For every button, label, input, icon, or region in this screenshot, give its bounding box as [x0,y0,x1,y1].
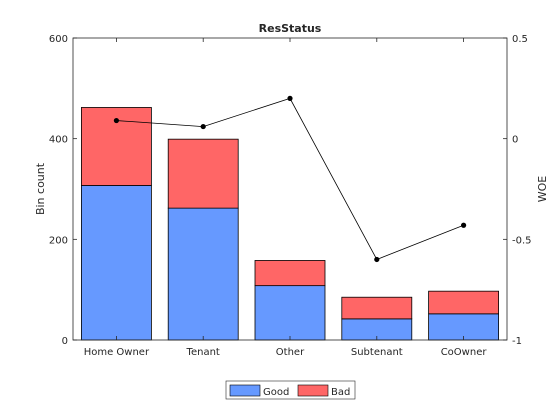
y-tick-label-3: 600 [49,34,68,45]
legend-label-bad: Bad [331,387,350,398]
bar-good-0 [81,185,152,341]
woe-point-4 [461,222,467,228]
y2-tick-label-1: -0.5 [512,235,532,246]
y-tick-label-0: 0 [62,336,68,347]
y2-tick-label-2: 0 [512,135,518,146]
legend-swatch-good [229,384,261,397]
bar-good-2 [254,285,326,341]
bar-good-4 [428,313,500,341]
x-tick-label-0: Home Owner [84,347,150,358]
woe-layer [113,95,467,263]
y-axis-label: Bin count [34,162,47,215]
x-tick-label-1: Tenant [186,347,220,358]
legend: Good Bad [225,380,356,400]
y2-tick-label-0: -1 [512,336,522,347]
bar-bad-1 [167,138,239,209]
x-tick-label-4: CoOwner [441,347,488,358]
y-tick-label-2: 400 [49,135,68,146]
woe-point-2 [287,95,293,101]
y2-axis-label: WOE [536,176,549,203]
y2-axis-ticks: -1 -0.5 0 0.5 [503,34,532,347]
x-axis-ticks: Home Owner Tenant Other Subtenant CoOwner [84,38,488,358]
bar-good-1 [167,207,239,341]
x-tick-label-2: Other [276,347,305,358]
legend-label-good: Good [263,387,289,398]
y2-tick-label-3: 0.5 [512,34,528,45]
legend-swatch-bad [297,384,329,397]
x-tick-label-3: Subtenant [351,347,403,358]
chart-title: ResStatus [259,22,322,35]
bar-bad-3 [341,296,413,320]
woe-point-3 [374,256,380,263]
bar-bad-2 [254,260,326,287]
bars-layer [81,107,500,341]
woe-point-0 [113,117,119,124]
woe-point-1 [200,123,206,130]
y-tick-label-1: 200 [49,235,68,246]
y-axis-ticks: 0 200 400 600 [49,34,77,347]
bar-bad-4 [428,290,500,315]
